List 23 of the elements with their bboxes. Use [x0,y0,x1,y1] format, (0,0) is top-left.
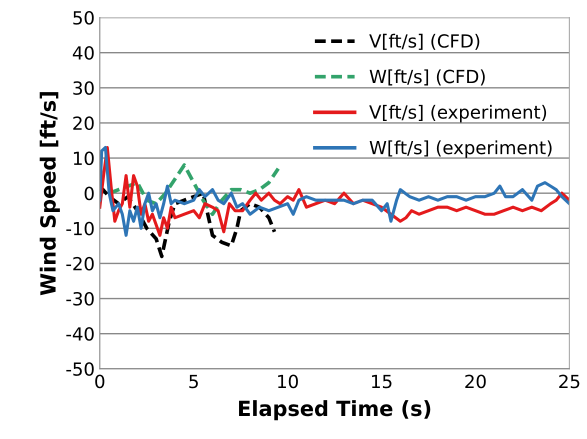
x-tick-label: 25 [559,374,580,388]
x-tick-label: 15 [372,374,392,388]
y-tick-label: -20 [66,256,94,271]
y-axis-title: Wind Speed [ft/s] [40,92,60,296]
legend-label: W[ft/s] (CFD) [370,69,485,86]
y-tick-label: -40 [66,327,94,341]
x-tick-label: 5 [189,374,198,388]
x-tick-label: 0 [95,374,104,388]
legend-label: V[ft/s] (experiment) [369,104,546,122]
legend-label: V[ft/s] (CFD) [369,34,480,50]
y-tick-label: -30 [66,292,94,306]
legend-label: W[ft/s] (experiment) [370,140,552,158]
y-tick-label: -10 [66,222,94,236]
y-tick-label: 10 [74,152,94,166]
y-tick-label: 30 [73,81,94,95]
x-tick-label: 10 [278,374,298,388]
y-tick-label: -50 [66,362,94,376]
x-axis-title: Elapsed Time (s) [239,400,430,420]
x-tick-label: 20 [465,374,486,388]
y-tick-label: 40 [72,46,94,60]
y-tick-label: 20 [73,116,94,130]
y-tick-label: 0 [84,186,94,200]
y-tick-label: 50 [73,11,94,25]
